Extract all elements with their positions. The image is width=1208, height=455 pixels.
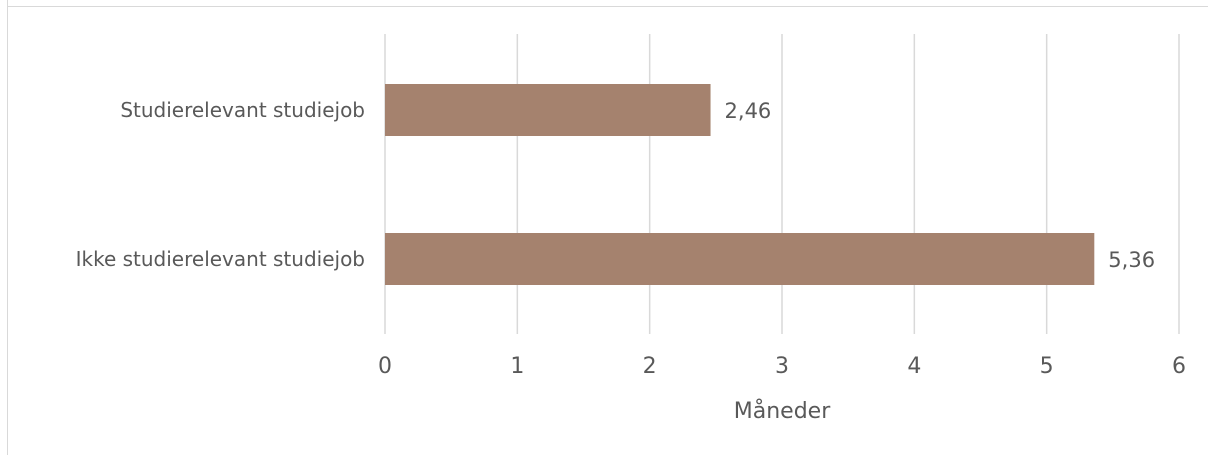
- bars: [385, 84, 1095, 285]
- data-label: 2,46: [725, 99, 772, 123]
- bar: [385, 84, 711, 136]
- data-label: 5,36: [1108, 248, 1155, 272]
- labels: 0 1 2 3 4 5 6 Studierelevant studiejob 2,46 Ikke …: [76, 98, 1186, 379]
- x-tick-label: 6: [1172, 354, 1186, 379]
- x-tick-label: 1: [510, 354, 524, 379]
- bar: [385, 233, 1095, 285]
- frame-border-left: [7, 0, 8, 455]
- x-tick-label: 0: [378, 354, 392, 379]
- gridlines: [384, 34, 1180, 334]
- x-tick-label: 4: [907, 354, 921, 379]
- category-label: Ikke studierelevant studiejob: [76, 247, 365, 271]
- x-tick-label: 5: [1040, 354, 1054, 379]
- category-label: Studierelevant studiejob: [120, 98, 365, 122]
- frame-border-top: [7, 6, 1208, 7]
- x-tick-label: 2: [643, 354, 657, 379]
- x-axis-title: Måneder: [734, 398, 831, 424]
- x-tick-label: 3: [775, 354, 789, 379]
